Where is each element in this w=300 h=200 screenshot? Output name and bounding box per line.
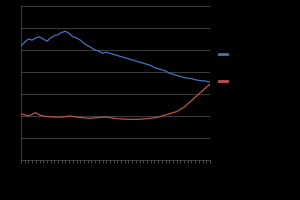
- Legend: , : ,: [219, 51, 233, 84]
